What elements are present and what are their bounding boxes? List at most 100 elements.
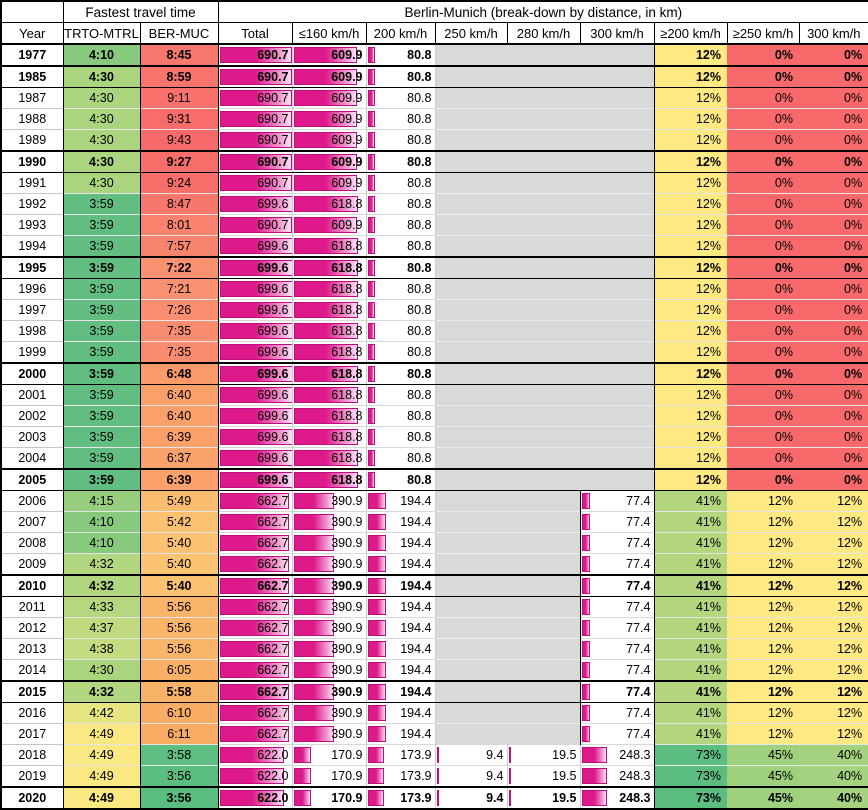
empty-distance-cell [435, 341, 655, 363]
le160-bar-cell: 618.8 [292, 341, 367, 363]
data-bar [581, 662, 590, 678]
data-bar [367, 69, 376, 85]
ge200-pct-cell: 12% [654, 108, 727, 130]
data-bar [367, 472, 376, 488]
k300-bar-cell: 248.3 [580, 744, 655, 766]
distance-value: 390.9 [331, 621, 363, 635]
year-cell: 1992 [1, 193, 64, 215]
data-bar [293, 747, 312, 763]
distance-value: 662.7 [257, 685, 289, 699]
distance-value: 77.4 [626, 642, 651, 656]
trto-time-cell: 3:59 [63, 405, 141, 427]
ge200-pct-cell: 73% [654, 744, 727, 766]
year-cell: 2008 [1, 532, 64, 554]
k300-pct-cell: 0% [799, 426, 868, 448]
k200-bar-cell: 80.8 [366, 214, 436, 236]
data-bar [293, 578, 335, 594]
trto-time-cell: 3:59 [63, 299, 141, 321]
distance-value: 662.7 [257, 557, 289, 571]
distance-value: 699.6 [257, 473, 289, 487]
ge250-pct-cell: 12% [727, 617, 799, 639]
k300-bar-cell: 77.4 [580, 659, 655, 681]
distance-value: 699.6 [257, 451, 289, 465]
distance-value: 699.6 [257, 367, 289, 381]
data-bar [581, 620, 590, 636]
le160-bar-cell: 618.8 [292, 405, 367, 427]
k200-bar-cell: 194.4 [366, 723, 436, 745]
distance-value: 173.9 [400, 791, 432, 805]
trto-time-cell: 4:37 [63, 617, 141, 639]
ber-time-cell: 6:40 [140, 405, 219, 427]
k300-pct-cell: 12% [799, 532, 868, 554]
data-bar [581, 493, 590, 509]
year-cell: 2000 [1, 362, 64, 385]
k300-bar-cell: 248.3 [580, 765, 655, 787]
k300-pct-cell: 12% [799, 553, 868, 575]
distance-value: 609.9 [331, 155, 363, 169]
trto-time-cell: 3:59 [63, 341, 141, 363]
ge200-pct-cell: 41% [654, 617, 727, 639]
ber-time-cell: 7:21 [140, 278, 219, 300]
trto-time-cell: 4:30 [63, 87, 141, 109]
ge200-pct-cell: 41% [654, 702, 727, 724]
k300-bar-cell: 77.4 [580, 723, 655, 745]
total-bar-cell: 699.6 [218, 384, 293, 406]
ge200-pct-cell: 41% [654, 723, 727, 745]
distance-value: 80.8 [407, 239, 432, 253]
distance-value: 699.6 [257, 303, 289, 317]
empty-distance-cell [435, 384, 655, 406]
distance-value: 77.4 [626, 706, 651, 720]
data-bar [367, 323, 376, 339]
year-cell: 1990 [1, 150, 64, 173]
ge200-pct-cell: 41% [654, 574, 727, 597]
data-bar [219, 366, 291, 382]
column-header-8: 280 km/h [506, 22, 581, 45]
le160-bar-cell: 609.9 [292, 214, 367, 236]
k200-bar-cell: 80.8 [366, 320, 436, 342]
ge250-pct-cell: 45% [727, 744, 799, 766]
le160-bar-cell: 390.9 [292, 680, 367, 703]
distance-value: 80.8 [407, 91, 432, 105]
le160-bar-cell: 170.9 [292, 786, 367, 810]
distance-value: 699.6 [257, 239, 289, 253]
year-cell: 1989 [1, 129, 64, 151]
ge250-pct-cell: 45% [727, 786, 799, 810]
row-2004: 2004 3:59 6:37 699.6 618.8 80.8 12% 0% 0% [1, 447, 868, 469]
le160-bar-cell: 618.8 [292, 256, 367, 279]
le160-bar-cell: 170.9 [292, 765, 367, 787]
table-header: Fastest travel time Berlin-Munich (break… [0, 0, 868, 45]
distance-value: 80.8 [407, 451, 432, 465]
ber-time-cell: 5:56 [140, 638, 219, 660]
year-cell: 2015 [1, 680, 64, 703]
distance-value: 19.5 [552, 748, 577, 762]
le160-bar-cell: 609.9 [292, 65, 367, 88]
data-bar [219, 344, 291, 360]
distance-value: 662.7 [257, 494, 289, 508]
le160-bar-cell: 609.9 [292, 43, 367, 67]
distance-value: 77.4 [626, 579, 651, 593]
trto-time-cell: 3:59 [63, 235, 141, 257]
k300-pct-cell: 0% [799, 235, 868, 257]
total-bar-cell: 699.6 [218, 362, 293, 385]
trto-time-cell: 4:32 [63, 553, 141, 575]
k200-bar-cell: 80.8 [366, 172, 436, 194]
k300-bar-cell: 77.4 [580, 680, 655, 703]
distance-value: 170.9 [331, 769, 363, 783]
le160-bar-cell: 609.9 [292, 108, 367, 130]
data-bar [581, 578, 590, 594]
trto-time-cell: 4:32 [63, 574, 141, 597]
empty-distance-cell [435, 108, 655, 130]
data-bar [219, 323, 291, 339]
distance-value: 618.8 [331, 261, 363, 275]
ge250-pct-cell: 12% [727, 638, 799, 660]
k200-bar-cell: 80.8 [366, 362, 436, 385]
k300-bar-cell: 248.3 [580, 786, 655, 810]
data-bar [219, 175, 291, 191]
k300-pct-cell: 0% [799, 405, 868, 427]
row-2012: 2012 4:37 5:56 662.7 390.9 194.4 77.4 41% 12% 12% [1, 617, 868, 639]
data-bar [219, 260, 291, 276]
trto-time-cell: 4:30 [63, 659, 141, 681]
distance-value: 80.8 [407, 345, 432, 359]
distance-value: 699.6 [257, 345, 289, 359]
ber-time-cell: 5:40 [140, 532, 219, 554]
